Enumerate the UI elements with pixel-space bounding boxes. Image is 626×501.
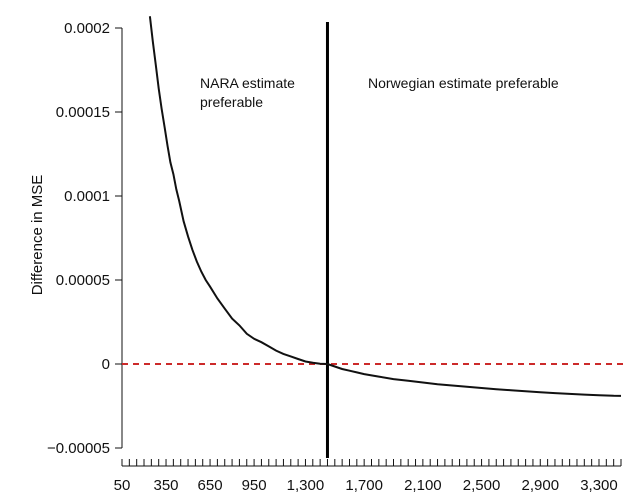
y-tick-label: 0 (102, 356, 110, 373)
x-tick-label: 50 (114, 477, 131, 494)
y-tick-label: 0.00005 (56, 272, 110, 289)
x-tick-label: 950 (242, 477, 267, 494)
x-tick-label: 2,100 (404, 477, 442, 494)
x-tick-label: 3,300 (580, 477, 618, 494)
annotation-nara-line1: NARA estimate (200, 75, 295, 91)
x-tick-label: 1,300 (287, 477, 325, 494)
y-tick-label: 0.0002 (64, 20, 110, 37)
x-tick-label: 2,500 (463, 477, 501, 494)
y-axis-title: Difference in MSE (29, 175, 46, 296)
annotation-nara-line2: preferable (200, 94, 263, 110)
y-tick-label: 0.0001 (64, 188, 110, 205)
x-tick-label: 2,900 (522, 477, 560, 494)
x-axis: 50 350 650 950 1,300 1,700 2,100 2,500 2,900 3,30… (114, 459, 622, 494)
series-line (148, 16, 622, 397)
x-tick-label: 1,700 (345, 477, 383, 494)
y-tick-label: −0.00005 (47, 440, 110, 457)
x-tick-label: 350 (154, 477, 179, 494)
x-tick-label: 650 (198, 477, 223, 494)
y-axis: 0.0002 0.00015 0.0001 0.00005 0 −0.00005 (47, 20, 123, 457)
annotation-norwegian: Norwegian estimate preferable (368, 75, 559, 91)
y-tick-label: 0.00015 (56, 104, 110, 121)
